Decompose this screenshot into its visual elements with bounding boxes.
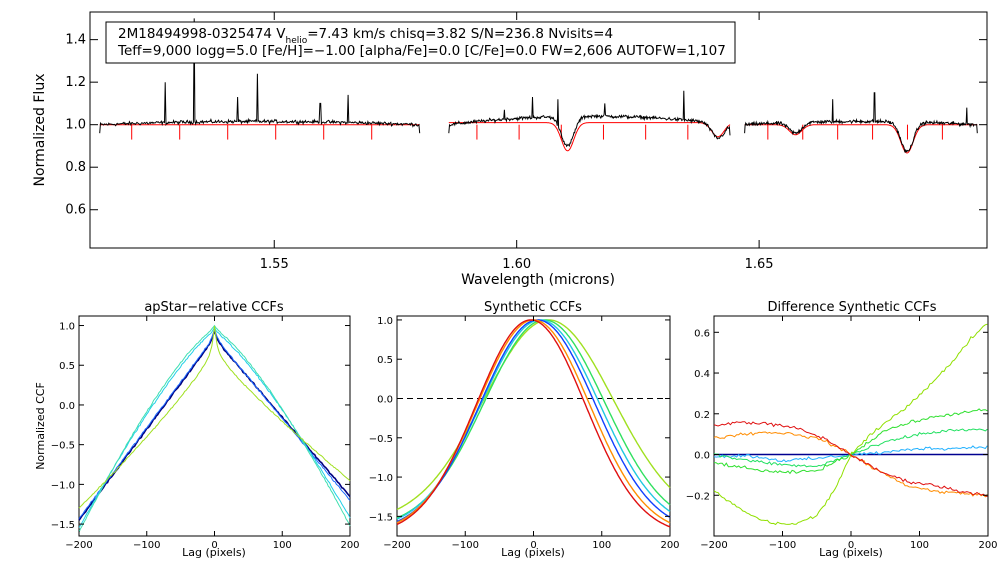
x-tick-label: 200 (340, 540, 359, 551)
y-tick-label: 0.5 (377, 355, 393, 366)
difference-ccf-xlabel: Lag (pixels) (819, 546, 883, 559)
y-tick-label: −0.2 (686, 491, 710, 502)
ccf-series-cyan (78, 326, 351, 528)
x-tick-label: −200 (383, 540, 410, 551)
x-tick-label: −100 (769, 540, 796, 551)
x-tick-label: −200 (700, 540, 727, 551)
difference-ccf-title: Difference Synthetic CCFs (767, 300, 936, 315)
observed-spectrum-chip (744, 92, 978, 154)
y-tick-label: −1.0 (369, 473, 393, 484)
model-spectrum-chip (744, 124, 978, 154)
spectrum-xlabel: Wavelength (microns) (461, 272, 615, 288)
y-tick-label: 1.0 (65, 118, 86, 133)
x-tick-label: 0 (848, 540, 854, 551)
synthetic-ccf-blue (396, 319, 671, 523)
y-tick-label: 0.0 (377, 395, 393, 406)
x-tick-label: 100 (273, 540, 292, 551)
difference-ccf-red (713, 421, 988, 498)
x-tick-label: 100 (592, 540, 611, 551)
difference-ccf-frame (713, 315, 989, 537)
info-line-2: Teff=9,000 logg=5.0 [Fe/H]=−1.00 [alpha/… (117, 43, 726, 59)
spectrum-plot-frame (89, 11, 988, 249)
x-tick-label: −100 (133, 540, 160, 551)
synthetic-ccf-cyan (396, 319, 671, 520)
x-tick-label: 1.65 (745, 257, 774, 272)
x-tick-label: 200 (660, 540, 679, 551)
y-tick-label: 0.0 (694, 451, 710, 462)
model-spectrum-chip (448, 122, 731, 152)
info-stats: =7.43 km/s chisq=3.82 S/N=236.8 Nvisits=… (307, 26, 613, 42)
apstar-ccf-title: apStar−relative CCFs (144, 300, 284, 315)
y-tick-label: −0.5 (369, 434, 393, 445)
difference-ccf-orange (713, 431, 988, 498)
spectrum-panel: 1.55 1.60 1.65 0.6 0.8 1.0 1.2 1.4 2M18494998-0… (32, 11, 988, 288)
synthetic-ccf-frame (396, 315, 671, 537)
info-line-1: 2M18494998-0325474 Vhelio=7.43 km/s chis… (118, 26, 613, 46)
x-tick-label: 0 (211, 540, 217, 551)
y-tick-label: −1.5 (51, 520, 75, 531)
y-tick-label: 1.0 (377, 316, 393, 327)
y-tick-label: 0.2 (694, 410, 710, 421)
y-tick-label: −0.5 (51, 441, 75, 452)
info-star-id: 2M18494998-0325474 V (118, 26, 286, 42)
ccf-series-yellowgreen (78, 326, 351, 509)
y-tick-label: 0.6 (694, 328, 710, 339)
observed-spectrum-chip (448, 90, 731, 148)
difference-ccf-yellowgreen (713, 323, 988, 526)
y-tick-label: −1.0 (51, 480, 75, 491)
synthetic-ccf-yellowgreen (396, 319, 671, 511)
y-tick-label: 0.0 (59, 401, 75, 412)
synthetic-ccf-red (396, 319, 671, 528)
ccf-series-aquamarine (78, 324, 351, 533)
info-subscript: helio (285, 36, 307, 46)
x-tick-label: 200 (978, 540, 997, 551)
y-tick-label: 0.6 (65, 203, 86, 218)
ccf-series-blue (78, 327, 351, 519)
y-tick-label: 0.5 (59, 361, 75, 372)
apstar-ccf-panel: apStar−relative CCFs −200 −100 0 100 200 −1.5… (34, 300, 360, 559)
y-tick-label: 0.8 (65, 160, 86, 175)
apstar-ccf-ylabel: Normalized CCF (34, 382, 47, 470)
synthetic-ccf-green (396, 319, 671, 519)
synthetic-ccf-xlabel: Lag (pixels) (501, 546, 565, 559)
ccf-series-navy (78, 328, 351, 521)
y-tick-label: −1.5 (369, 512, 393, 523)
difference-ccf-panel: Difference Synthetic CCFs −200 −100 0 100 20… (686, 300, 998, 559)
x-tick-label: −200 (65, 540, 92, 551)
spectrum-ylabel: Normalized Flux (32, 74, 48, 187)
y-tick-label: 0.4 (694, 369, 710, 380)
difference-ccf-springgreen (713, 408, 988, 475)
x-tick-label: 1.55 (260, 257, 289, 272)
synthetic-ccf-panel: Synthetic CCFs −200 −100 0 100 200 −1.5 −1.0 −0… (369, 300, 680, 559)
info-box (105, 21, 736, 64)
x-tick-label: 0 (530, 540, 536, 551)
x-tick-label: 100 (910, 540, 929, 551)
difference-ccf-green (713, 428, 988, 468)
synthetic-ccf-title: Synthetic CCFs (484, 300, 582, 315)
apstar-ccf-xlabel: Lag (pixels) (182, 546, 246, 559)
y-tick-label: 1.0 (59, 322, 75, 333)
y-tick-label: 1.4 (65, 33, 86, 48)
x-tick-label: 1.60 (502, 257, 531, 272)
apstar-ccf-frame (78, 315, 351, 537)
x-tick-label: −100 (452, 540, 479, 551)
observed-spectrum-chip (99, 18, 421, 134)
y-tick-label: 1.2 (65, 75, 86, 90)
